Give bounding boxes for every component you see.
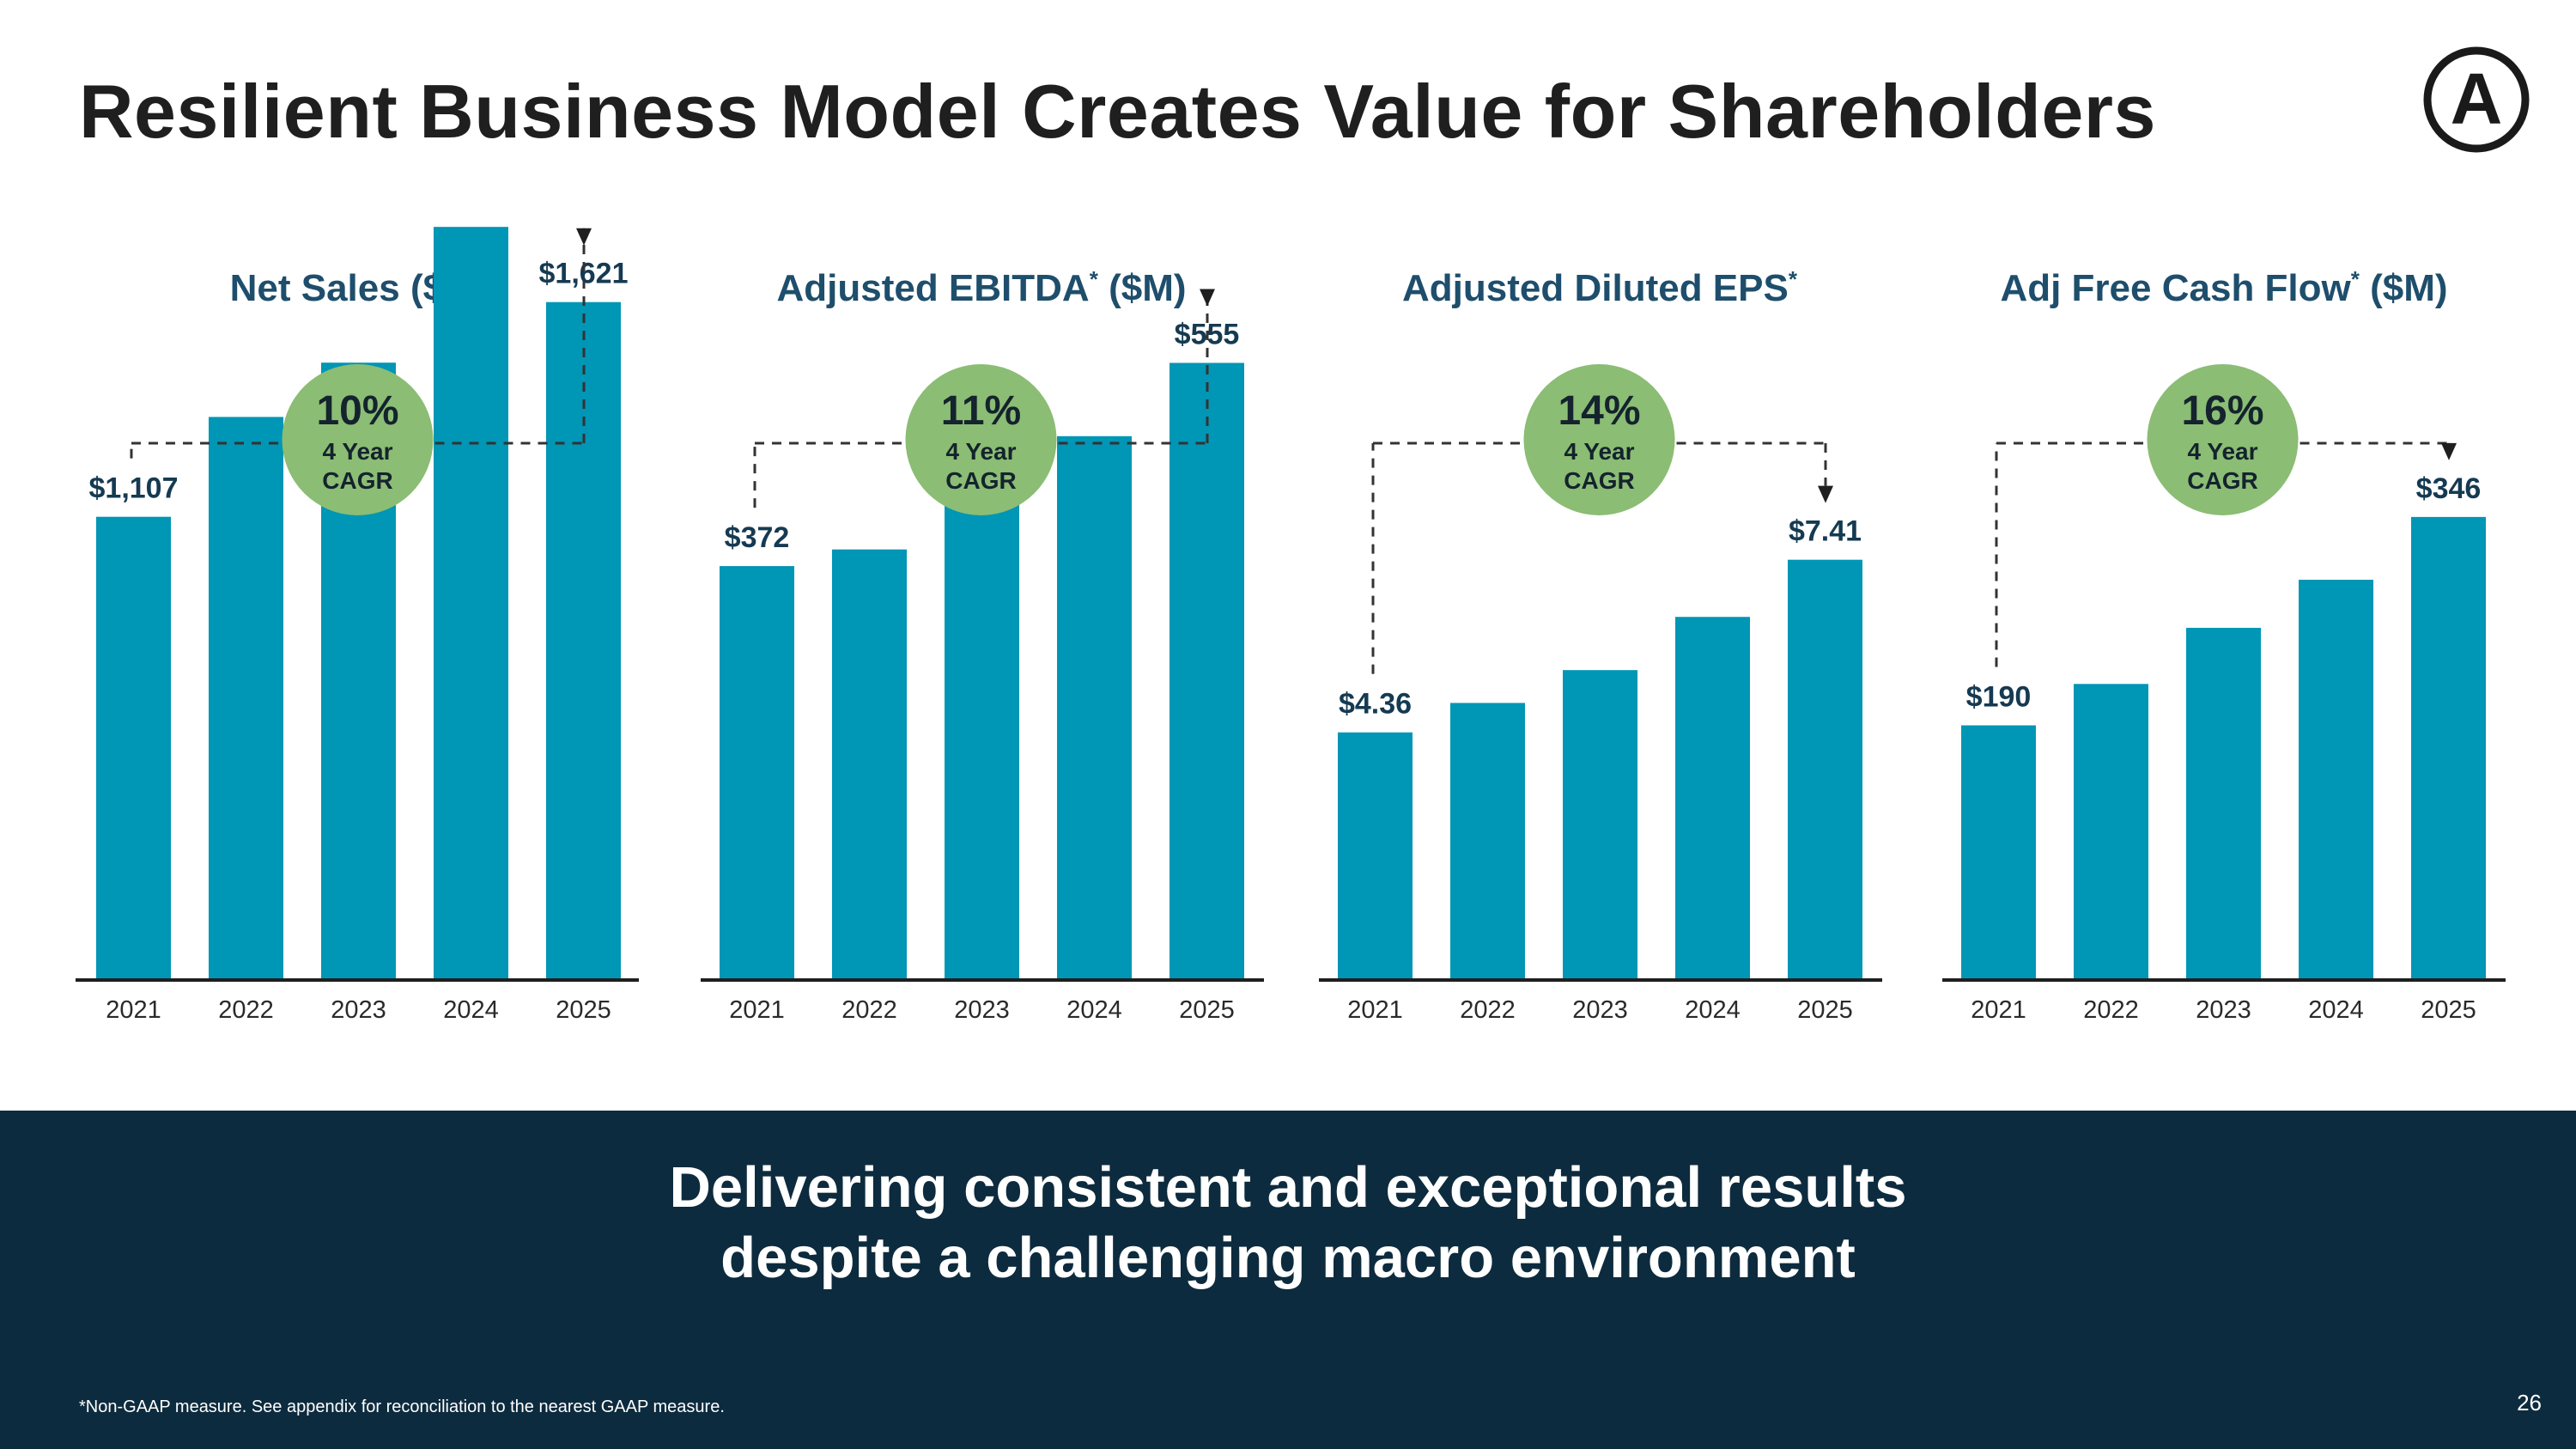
bar-2024 — [434, 227, 508, 979]
x-tick-label: 2025 — [556, 996, 611, 1024]
x-tick-label: 2021 — [1347, 996, 1403, 1024]
arrow-down-icon — [2441, 442, 2457, 460]
bar-2022 — [209, 417, 283, 979]
banner-line-2: despite a challenging macro environment — [720, 1226, 1856, 1290]
bar-2024 — [1057, 435, 1132, 979]
arrow-down-icon — [1818, 485, 1833, 503]
bar-2025 — [1170, 362, 1244, 980]
x-tick-label: 2022 — [2083, 996, 2139, 1024]
x-tick-label: 2021 — [1971, 996, 2026, 1024]
cagr-badge — [905, 364, 1057, 515]
value-label-first: $4.36 — [1339, 688, 1412, 721]
cagr-value: 14% — [1558, 388, 1640, 434]
company-logo: A — [2423, 46, 2530, 153]
bar-2025 — [2411, 516, 2486, 979]
bar-2022 — [1450, 703, 1525, 979]
x-tick-label: 2024 — [1685, 996, 1741, 1024]
value-label-last: $7.41 — [1789, 515, 1862, 548]
bar-2021 — [1338, 732, 1413, 979]
x-tick-label: 2023 — [1572, 996, 1628, 1024]
arrow-down-icon — [576, 228, 592, 246]
x-tick-label: 2024 — [443, 996, 499, 1024]
arrow-down-icon — [1200, 289, 1215, 307]
chart-title: Adjusted EBITDA* ($M) — [776, 266, 1186, 309]
cagr-badge — [282, 364, 434, 515]
x-tick-label: 2022 — [218, 996, 274, 1024]
x-tick-label: 2023 — [2196, 996, 2251, 1024]
bar-2021 — [1961, 725, 2036, 979]
charts-area: Net Sales ($M)2021 2022 2023 2024 2025$1,107… — [76, 227, 2506, 1024]
bar-2022 — [2074, 684, 2148, 979]
cagr-label-line1: 4 Year — [1564, 438, 1634, 465]
chart-title: Adj Free Cash Flow* ($M) — [2000, 266, 2447, 309]
x-tick-label: 2025 — [1179, 996, 1235, 1024]
cagr-label-line1: 4 Year — [322, 438, 392, 465]
bar-2023 — [2186, 627, 2261, 979]
x-tick-label: 2023 — [331, 996, 386, 1024]
bar-2021 — [96, 516, 171, 979]
cagr-label-line2: CAGR — [322, 467, 392, 494]
x-tick-label: 2022 — [841, 996, 897, 1024]
value-label-first: $372 — [725, 521, 790, 554]
banner-message: Delivering consistent and exceptional re… — [0, 1153, 2576, 1294]
x-tick-label: 2025 — [2421, 996, 2476, 1024]
value-label-last: $346 — [2416, 472, 2482, 505]
bar-2025 — [546, 301, 621, 979]
cagr-label-line2: CAGR — [945, 467, 1016, 494]
bar-2021 — [720, 566, 794, 979]
cagr-value: 11% — [941, 388, 1021, 434]
cagr-label-line2: CAGR — [2187, 467, 2257, 494]
bar-2025 — [1788, 559, 1862, 979]
cagr-value: 10% — [316, 388, 398, 434]
footnote: *Non-GAAP measure. See appendix for reco… — [79, 1397, 725, 1416]
bar-2023 — [1563, 670, 1637, 979]
x-tick-label: 2024 — [2308, 996, 2364, 1024]
x-tick-label: 2025 — [1797, 996, 1853, 1024]
cagr-badge — [1523, 364, 1675, 515]
x-tick-label: 2021 — [106, 996, 161, 1024]
chart-title: Adjusted Diluted EPS* — [1402, 266, 1798, 309]
x-tick-label: 2023 — [954, 996, 1010, 1024]
cagr-badge — [2147, 364, 2299, 515]
bar-2024 — [2299, 579, 2373, 979]
x-tick-label: 2022 — [1460, 996, 1516, 1024]
bar-2023 — [945, 498, 1019, 979]
cagr-label-line2: CAGR — [1564, 467, 1634, 494]
bottom-banner — [0, 1111, 2576, 1449]
logo-letter: A — [2451, 58, 2503, 139]
x-tick-label: 2024 — [1066, 996, 1122, 1024]
value-label-first: $1,107 — [89, 472, 179, 505]
bar-2022 — [832, 549, 907, 979]
cagr-label-line1: 4 Year — [2187, 438, 2257, 465]
banner-line-1: Delivering consistent and exceptional re… — [669, 1155, 1907, 1220]
x-tick-label: 2021 — [729, 996, 785, 1024]
page-title: Resilient Business Model Creates Value f… — [79, 69, 2156, 154]
bar-2024 — [1675, 617, 1750, 979]
cagr-value: 16% — [2181, 388, 2263, 434]
page-number: 26 — [2517, 1390, 2542, 1416]
value-label-first: $190 — [1966, 680, 2032, 713]
cagr-label-line1: 4 Year — [945, 438, 1016, 465]
